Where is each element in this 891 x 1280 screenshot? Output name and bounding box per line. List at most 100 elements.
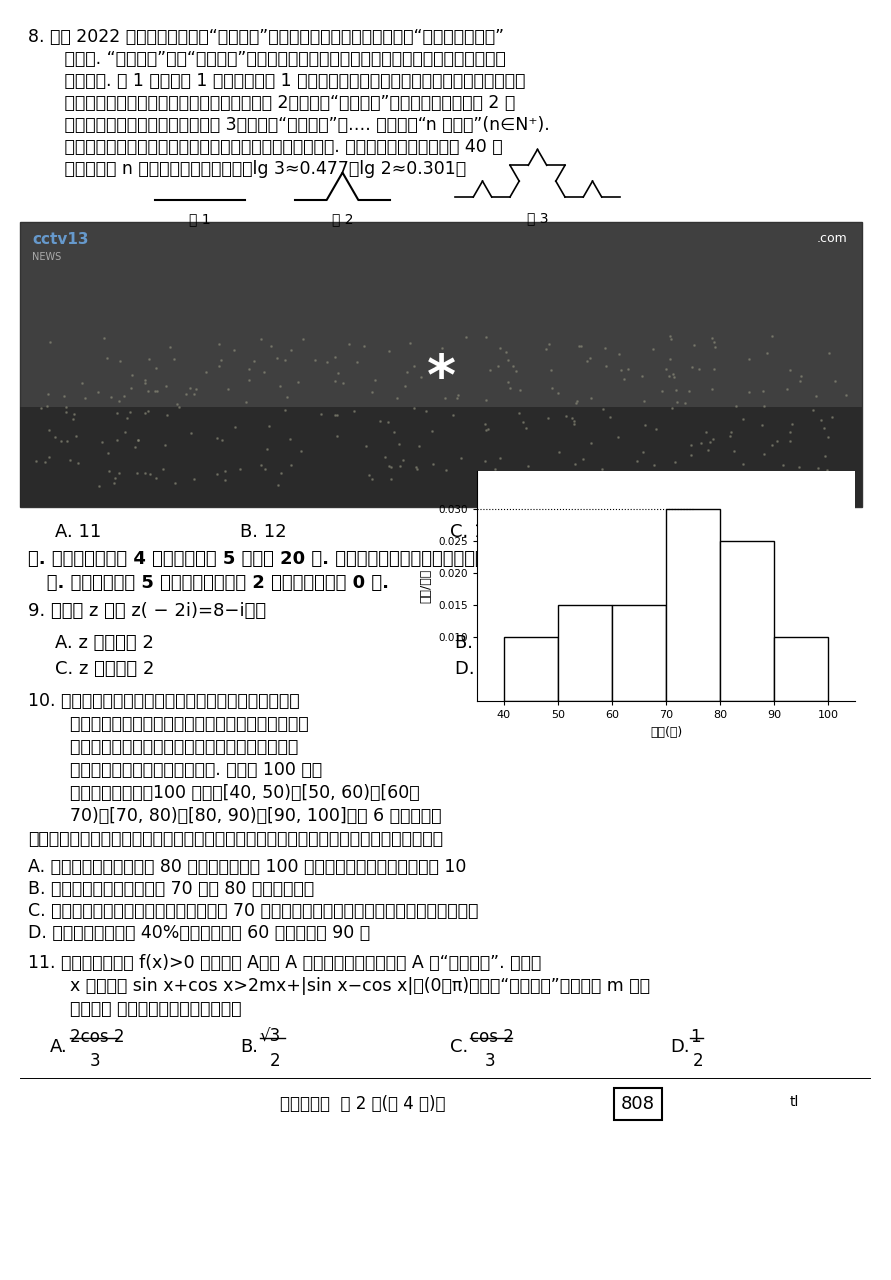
Text: 3: 3: [90, 1052, 101, 1070]
Point: [664, 329, 678, 349]
Point: [29, 451, 43, 471]
Text: D. 14: D. 14: [680, 524, 728, 541]
Point: [759, 343, 773, 364]
Point: [138, 402, 152, 422]
Text: C. z 的虚部为 2: C. z 的虚部为 2: [55, 660, 154, 678]
Point: [503, 378, 518, 398]
Text: 70)，[70, 80)，[80, 90)，[90, 100]分成 6 组，得到如: 70)，[70, 80)，[80, 90)，[90, 100]分成 6 组，得到…: [48, 806, 442, 826]
Point: [149, 468, 163, 489]
Text: A.: A.: [50, 1038, 68, 1056]
Point: [593, 466, 608, 486]
Point: [389, 388, 404, 408]
Text: A. z 的实部为 2: A. z 的实部为 2: [55, 634, 154, 652]
Point: [254, 329, 268, 349]
Point: [620, 358, 634, 379]
Point: [513, 380, 527, 401]
Point: [284, 339, 298, 360]
Point: [330, 406, 344, 426]
Text: 图所示的频率分布直方图，根据此频率分布直方图，用样本估计总体，则下列结论正确的是: 图所示的频率分布直方图，根据此频率分布直方图，用样本估计总体，则下列结论正确的是: [28, 829, 443, 847]
Point: [435, 348, 449, 369]
Text: NEWS: NEWS: [32, 252, 61, 262]
Point: [569, 393, 584, 413]
Point: [254, 454, 268, 475]
Point: [667, 366, 682, 387]
Point: [66, 410, 80, 430]
Point: [662, 366, 676, 387]
Point: [576, 449, 590, 470]
Text: B.: B.: [240, 1038, 258, 1056]
Point: [521, 456, 535, 476]
Text: 的理念. “雪花曲线”也叫“科赫雪花”，它是由等边三角形三边生成的科赫曲线组成的，是一种: 的理念. “雪花曲线”也叫“科赫雪花”，它是由等边三角形三边生成的科赫曲线组成的…: [48, 50, 506, 68]
Point: [544, 378, 559, 398]
Text: A. 若本次测试成绩不低于 80 分为优秀，则这 100 人中成绩为优秀的学生人数为 10: A. 若本次测试成绩不低于 80 分为优秀，则这 100 人中成绩为优秀的学生人…: [28, 858, 466, 876]
Point: [187, 384, 201, 404]
Point: [183, 378, 197, 398]
Point: [123, 402, 137, 422]
Text: C. 该校疫情期间学生成绩的平均得分超过 70 分（同一组中的数据用该组区间的中点値代替）: C. 该校疫情期间学生成绩的平均得分超过 70 分（同一组中的数据用该组区间的中…: [28, 902, 478, 920]
Point: [792, 457, 806, 477]
Text: 图 2: 图 2: [331, 212, 353, 227]
Point: [598, 338, 612, 358]
Point: [365, 381, 380, 402]
Point: [410, 458, 424, 479]
Point: [789, 475, 804, 495]
Point: [170, 394, 184, 415]
Point: [414, 367, 429, 388]
Point: [357, 335, 372, 356]
Point: [705, 328, 719, 348]
Point: [44, 332, 58, 352]
Point: [76, 374, 90, 394]
Text: 《高三数学  第 2 页(共 4 页)》: 《高三数学 第 2 页(共 4 页)》: [280, 1094, 446, 1114]
Point: [699, 421, 714, 442]
Text: B. 该校疫情期间学习成绩在 70 分到 80 分的人数最多: B. 该校疫情期间学习成绩在 70 分到 80 分的人数最多: [28, 881, 315, 899]
Point: [388, 421, 402, 442]
Text: 的每条线段重复上述操作，得到图 3，这称为“二次分形”；…. 依次进行“n 次分形”(n∈N⁺).: 的每条线段重复上述操作，得到图 3，这称为“二次分形”；…. 依次进行“n 次分…: [48, 116, 550, 134]
Point: [595, 458, 609, 479]
Text: 808: 808: [621, 1094, 655, 1114]
Point: [159, 375, 173, 396]
Point: [423, 348, 437, 369]
Point: [490, 356, 504, 376]
Point: [78, 388, 92, 408]
Text: 二. 选择题：本题共 4 小题，每小题 5 分，共 20 分. 在每小题给出的选项中，有多项符合题目要: 二. 选择题：本题共 4 小题，每小题 5 分，共 20 分. 在每小题给出的选…: [28, 550, 539, 568]
Point: [159, 435, 173, 456]
Point: [308, 351, 323, 371]
Bar: [20, 407, 862, 507]
Point: [499, 342, 513, 362]
Point: [703, 431, 717, 452]
Text: B. z 的模为√13: B. z 的模为√13: [455, 634, 560, 652]
Point: [552, 442, 567, 462]
Point: [178, 384, 192, 404]
Text: D.: D.: [670, 1038, 690, 1056]
Point: [424, 421, 438, 442]
Point: [635, 366, 650, 387]
Bar: [720, 541, 774, 701]
Point: [102, 461, 117, 481]
Point: [666, 365, 681, 385]
Point: [106, 474, 120, 494]
Point: [118, 421, 132, 442]
Point: [724, 422, 739, 443]
Point: [429, 356, 443, 376]
Point: [40, 396, 54, 416]
Point: [663, 348, 677, 369]
Point: [776, 454, 790, 475]
Point: [217, 470, 232, 490]
Text: 能取値为 来源微信公众号：高三答案: 能取値为 来源微信公众号：高三答案: [48, 1000, 241, 1018]
Point: [406, 356, 421, 376]
Point: [794, 366, 808, 387]
Point: [723, 425, 737, 445]
Point: [120, 407, 135, 428]
Point: [95, 433, 110, 453]
Point: [544, 360, 559, 380]
Point: [736, 454, 750, 475]
Point: [172, 397, 186, 417]
Point: [60, 431, 74, 452]
Point: [241, 358, 256, 379]
Point: [426, 453, 440, 474]
Point: [649, 419, 663, 439]
Point: [141, 380, 155, 401]
Point: [382, 456, 396, 476]
Point: [290, 372, 305, 393]
Point: [138, 370, 152, 390]
